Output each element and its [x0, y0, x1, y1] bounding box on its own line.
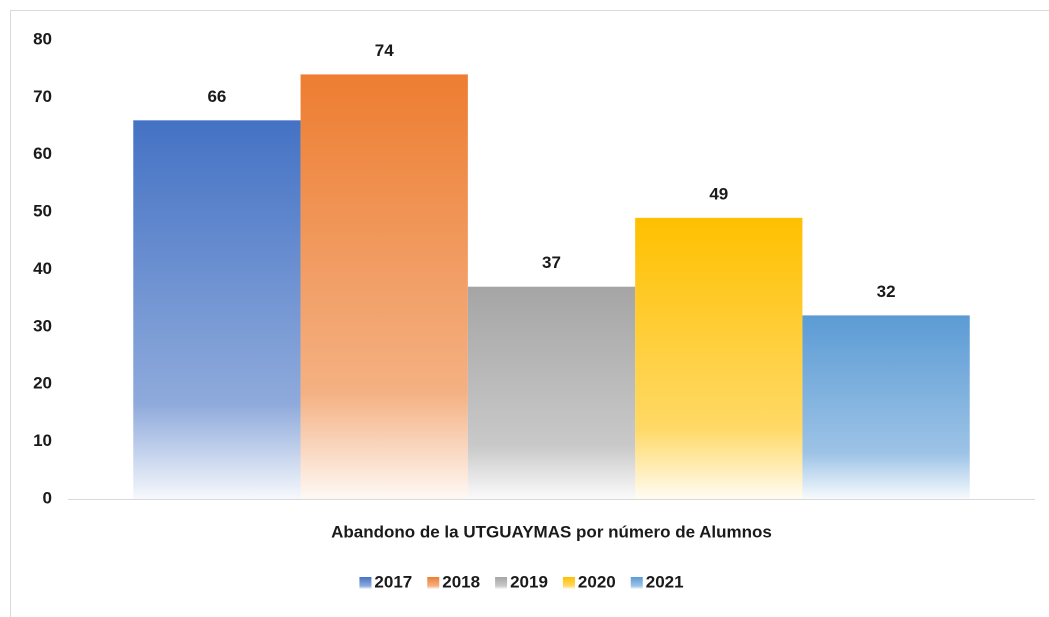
- data-label: 66: [207, 87, 226, 106]
- bar: [467, 286, 636, 499]
- data-label: 32: [877, 282, 896, 301]
- y-tick-label: 40: [33, 259, 52, 278]
- y-tick-label: 10: [33, 431, 52, 450]
- y-tick-label: 60: [33, 144, 52, 163]
- legend-swatch: [495, 577, 508, 589]
- legend-swatch: [359, 577, 372, 589]
- y-tick-label: 20: [33, 374, 52, 393]
- legend-label: 2019: [510, 572, 548, 591]
- bar: [133, 120, 301, 499]
- legend: 2017 2018 2019 2020 2021: [359, 572, 684, 591]
- legend-swatch: [562, 577, 575, 589]
- y-tick-label: 30: [33, 316, 52, 335]
- legend-swatch: [630, 577, 643, 589]
- legend-label: 2020: [578, 572, 616, 591]
- y-tick-label: 80: [33, 29, 52, 48]
- data-label: 49: [709, 184, 728, 203]
- bar: [635, 217, 803, 500]
- data-label: 37: [542, 253, 561, 272]
- chart-border: [10, 10, 1049, 617]
- y-tick-label: 0: [43, 488, 52, 507]
- legend-label: 2017: [374, 572, 412, 591]
- bar: [802, 315, 970, 499]
- legend-swatch: [427, 577, 440, 589]
- bar: [300, 74, 468, 500]
- y-tick-label: 50: [33, 202, 52, 221]
- legend-label: 2018: [442, 572, 480, 591]
- legend-label: 2021: [646, 572, 684, 591]
- y-tick-label: 70: [33, 87, 52, 106]
- x-tick-label: Abandono de la UTGUAYMAS por número de A…: [331, 522, 772, 541]
- data-label: 74: [375, 41, 394, 60]
